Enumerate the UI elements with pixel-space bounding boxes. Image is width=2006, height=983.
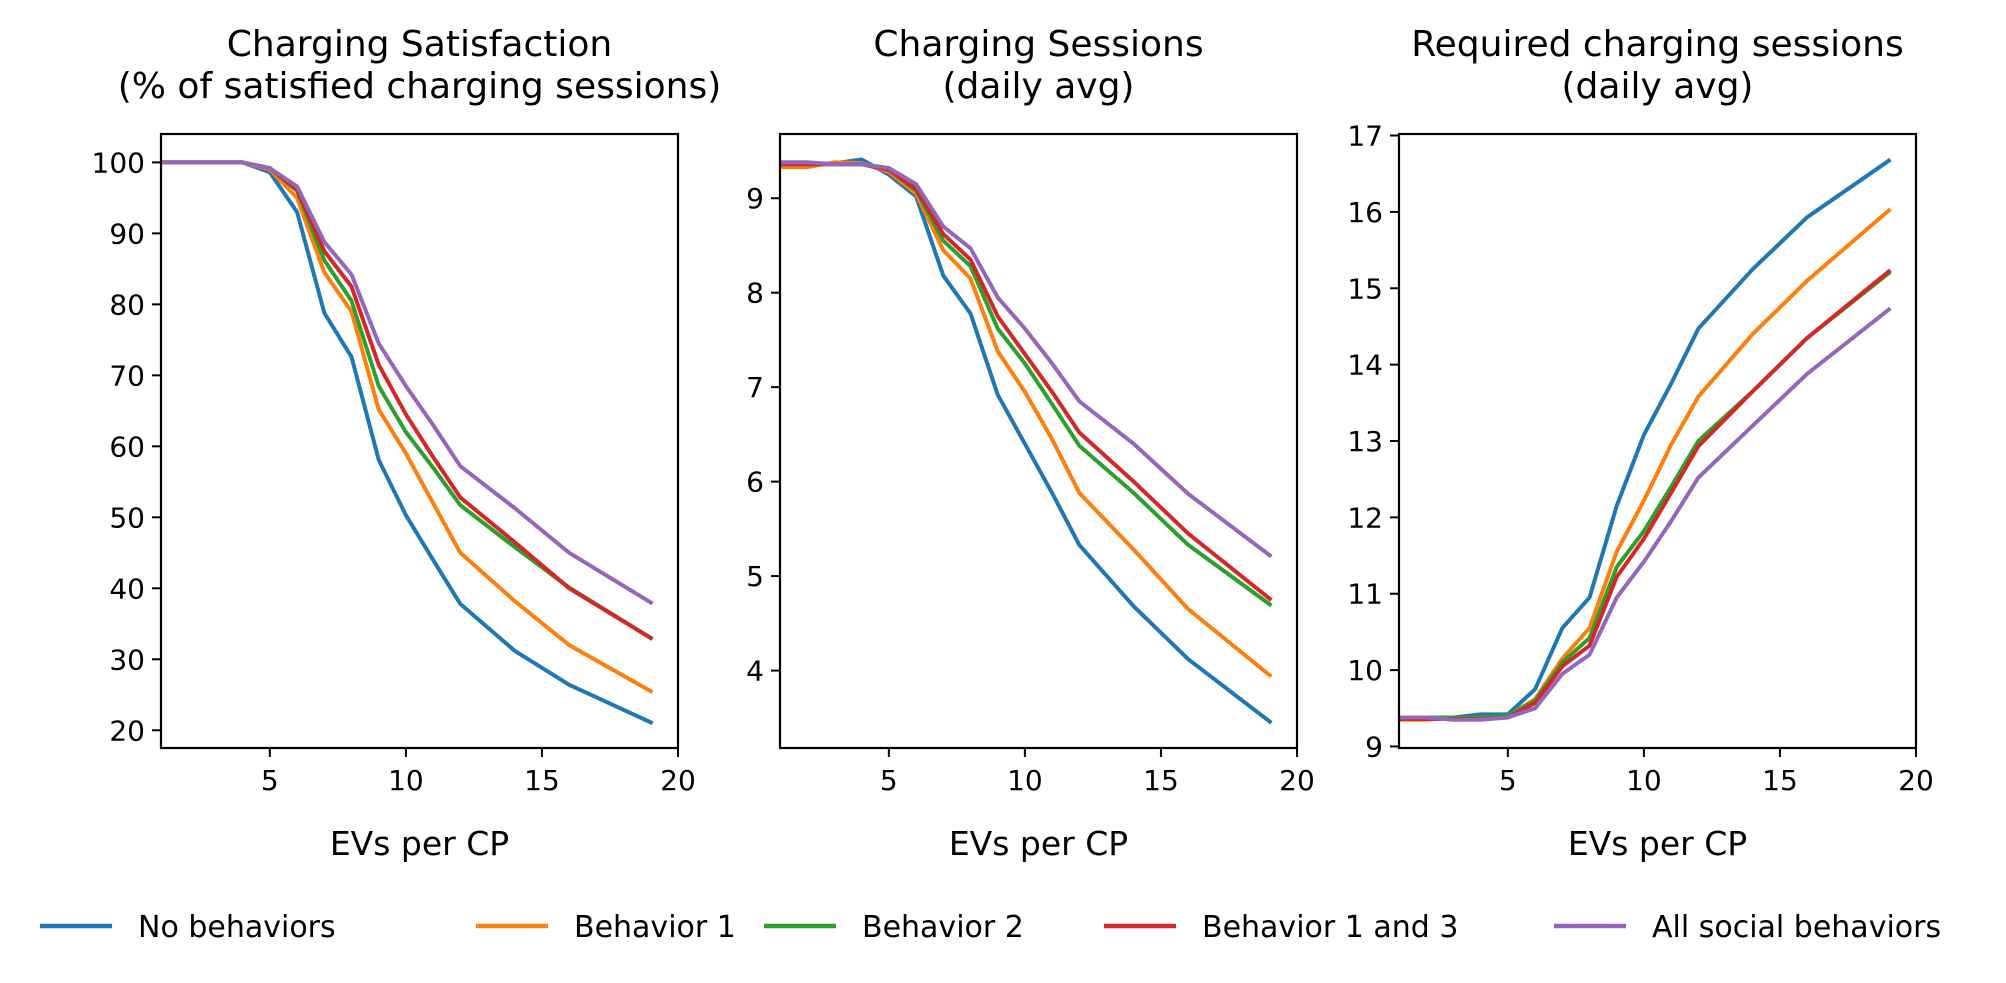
legend-label: Behavior 1 and 3: [1202, 910, 1458, 945]
y-tick-label: 40: [109, 572, 145, 605]
x-tick-label: 5: [880, 764, 898, 797]
x-tick-label: 10: [1007, 764, 1043, 797]
y-tick-label: 15: [1347, 272, 1383, 305]
series-line-behavior-1: [161, 160, 654, 694]
chart-title-line-2: (% of satisfied charging sessions): [118, 66, 722, 107]
series-line-all-social-behaviors: [161, 160, 654, 606]
x-tick-label: 10: [1626, 764, 1662, 797]
chart-title-line-1: Charging Sessions: [873, 24, 1203, 65]
axes-frame: [778, 132, 1299, 750]
x-tick-label: 15: [524, 764, 560, 797]
series-line-behavior-2: [161, 160, 654, 641]
chart-title-line-1: Charging Satisfaction: [227, 24, 612, 65]
y-tick-label: 9: [1365, 730, 1383, 763]
y-tick-label: 90: [109, 217, 145, 250]
x-tick-label: 10: [388, 764, 424, 797]
axes-frame: [1397, 132, 1918, 750]
chart-panel-2: Charging Sessions(daily avg) 5 10 15 20 4 5 6 7 8…: [746, 24, 1315, 863]
x-tick-label: 5: [1499, 764, 1517, 797]
y-tick-label: 20: [109, 714, 145, 747]
series-lines: [161, 160, 654, 726]
chart-title-line-2: (daily avg): [1562, 66, 1754, 107]
series-line-behavior-1: [780, 160, 1273, 679]
y-tick-label: 9: [746, 182, 764, 215]
y-tick-label: 11: [1347, 578, 1383, 611]
legend-item-behavior-1-and-3: Behavior 1 and 3: [1104, 910, 1458, 945]
y-tick-label: 7: [746, 371, 764, 404]
y-tick-label: 70: [109, 359, 145, 392]
series-line-no-behaviors: [1399, 157, 1892, 720]
legend-item-all-social-behaviors: All social behaviors: [1554, 910, 1941, 945]
series-line-no-behaviors: [161, 160, 654, 726]
x-tick-label: 20: [1898, 764, 1934, 797]
y-tick-label: 12: [1347, 501, 1383, 534]
legend-label: Behavior 1: [574, 910, 736, 945]
y-tick-label: 30: [109, 643, 145, 676]
x-tick-label: 20: [1279, 764, 1315, 797]
series-line-no-behaviors: [780, 157, 1273, 725]
series-line-all-social-behaviors: [780, 160, 1273, 559]
y-tick-label: 6: [746, 466, 764, 499]
chart-panel-3: Required charging sessions(daily avg) 5 10…: [1347, 24, 1933, 863]
series-lines: [1399, 157, 1892, 722]
x-tick-label: 20: [660, 764, 696, 797]
legend-item-no-behaviors: No behaviors: [40, 910, 336, 945]
x-tick-label: 15: [1143, 764, 1179, 797]
y-tick-label: 13: [1347, 425, 1383, 458]
x-tick-label: 5: [261, 764, 279, 797]
axes-frame: [159, 132, 680, 750]
y-tick-label: 10: [1347, 654, 1383, 687]
y-tick-label: 8: [746, 277, 764, 310]
series-line-behavior-1: [1399, 207, 1892, 722]
legend-label: No behaviors: [138, 910, 336, 945]
chart-title-line-2: (daily avg): [943, 66, 1135, 107]
y-tick-label: 60: [109, 430, 145, 463]
y-tick-label: 17: [1347, 120, 1383, 153]
y-tick-label: 14: [1347, 349, 1383, 382]
x-axis-label: EVs per CP: [330, 824, 509, 863]
legend-label: All social behaviors: [1652, 910, 1941, 945]
legend-item-behavior-2: Behavior 2: [764, 910, 1024, 945]
x-tick-label: 15: [1762, 764, 1798, 797]
legend-label: Behavior 2: [862, 910, 1024, 945]
y-tick-label: 4: [746, 655, 764, 688]
series-line-behavior-1-and-3: [161, 160, 654, 641]
series-line-behavior-1-and-3: [780, 162, 1273, 602]
y-tick-label: 80: [109, 288, 145, 321]
series-line-behavior-1-and-3: [1399, 268, 1892, 721]
x-axis-label: EVs per CP: [1568, 824, 1747, 863]
y-tick-label: 16: [1347, 196, 1383, 229]
legend-item-behavior-1: Behavior 1: [476, 910, 736, 945]
chart-panel-1: Charging Satisfaction(% of satisfied cha…: [92, 24, 722, 863]
chart-title-line-1: Required charging sessions: [1411, 24, 1904, 65]
chart-panels: Charging Satisfaction(% of satisfied cha…: [92, 24, 1934, 863]
y-tick-label: 50: [109, 501, 145, 534]
legend: No behaviors Behavior 1 Behavior 2 Behavior…: [40, 910, 1941, 945]
series-line-all-social-behaviors: [1399, 306, 1892, 722]
y-tick-label: 5: [746, 560, 764, 593]
series-lines: [780, 157, 1273, 725]
series-line-behavior-2: [1399, 270, 1892, 720]
x-axis-label: EVs per CP: [949, 824, 1128, 863]
y-tick-label: 100: [92, 146, 145, 179]
